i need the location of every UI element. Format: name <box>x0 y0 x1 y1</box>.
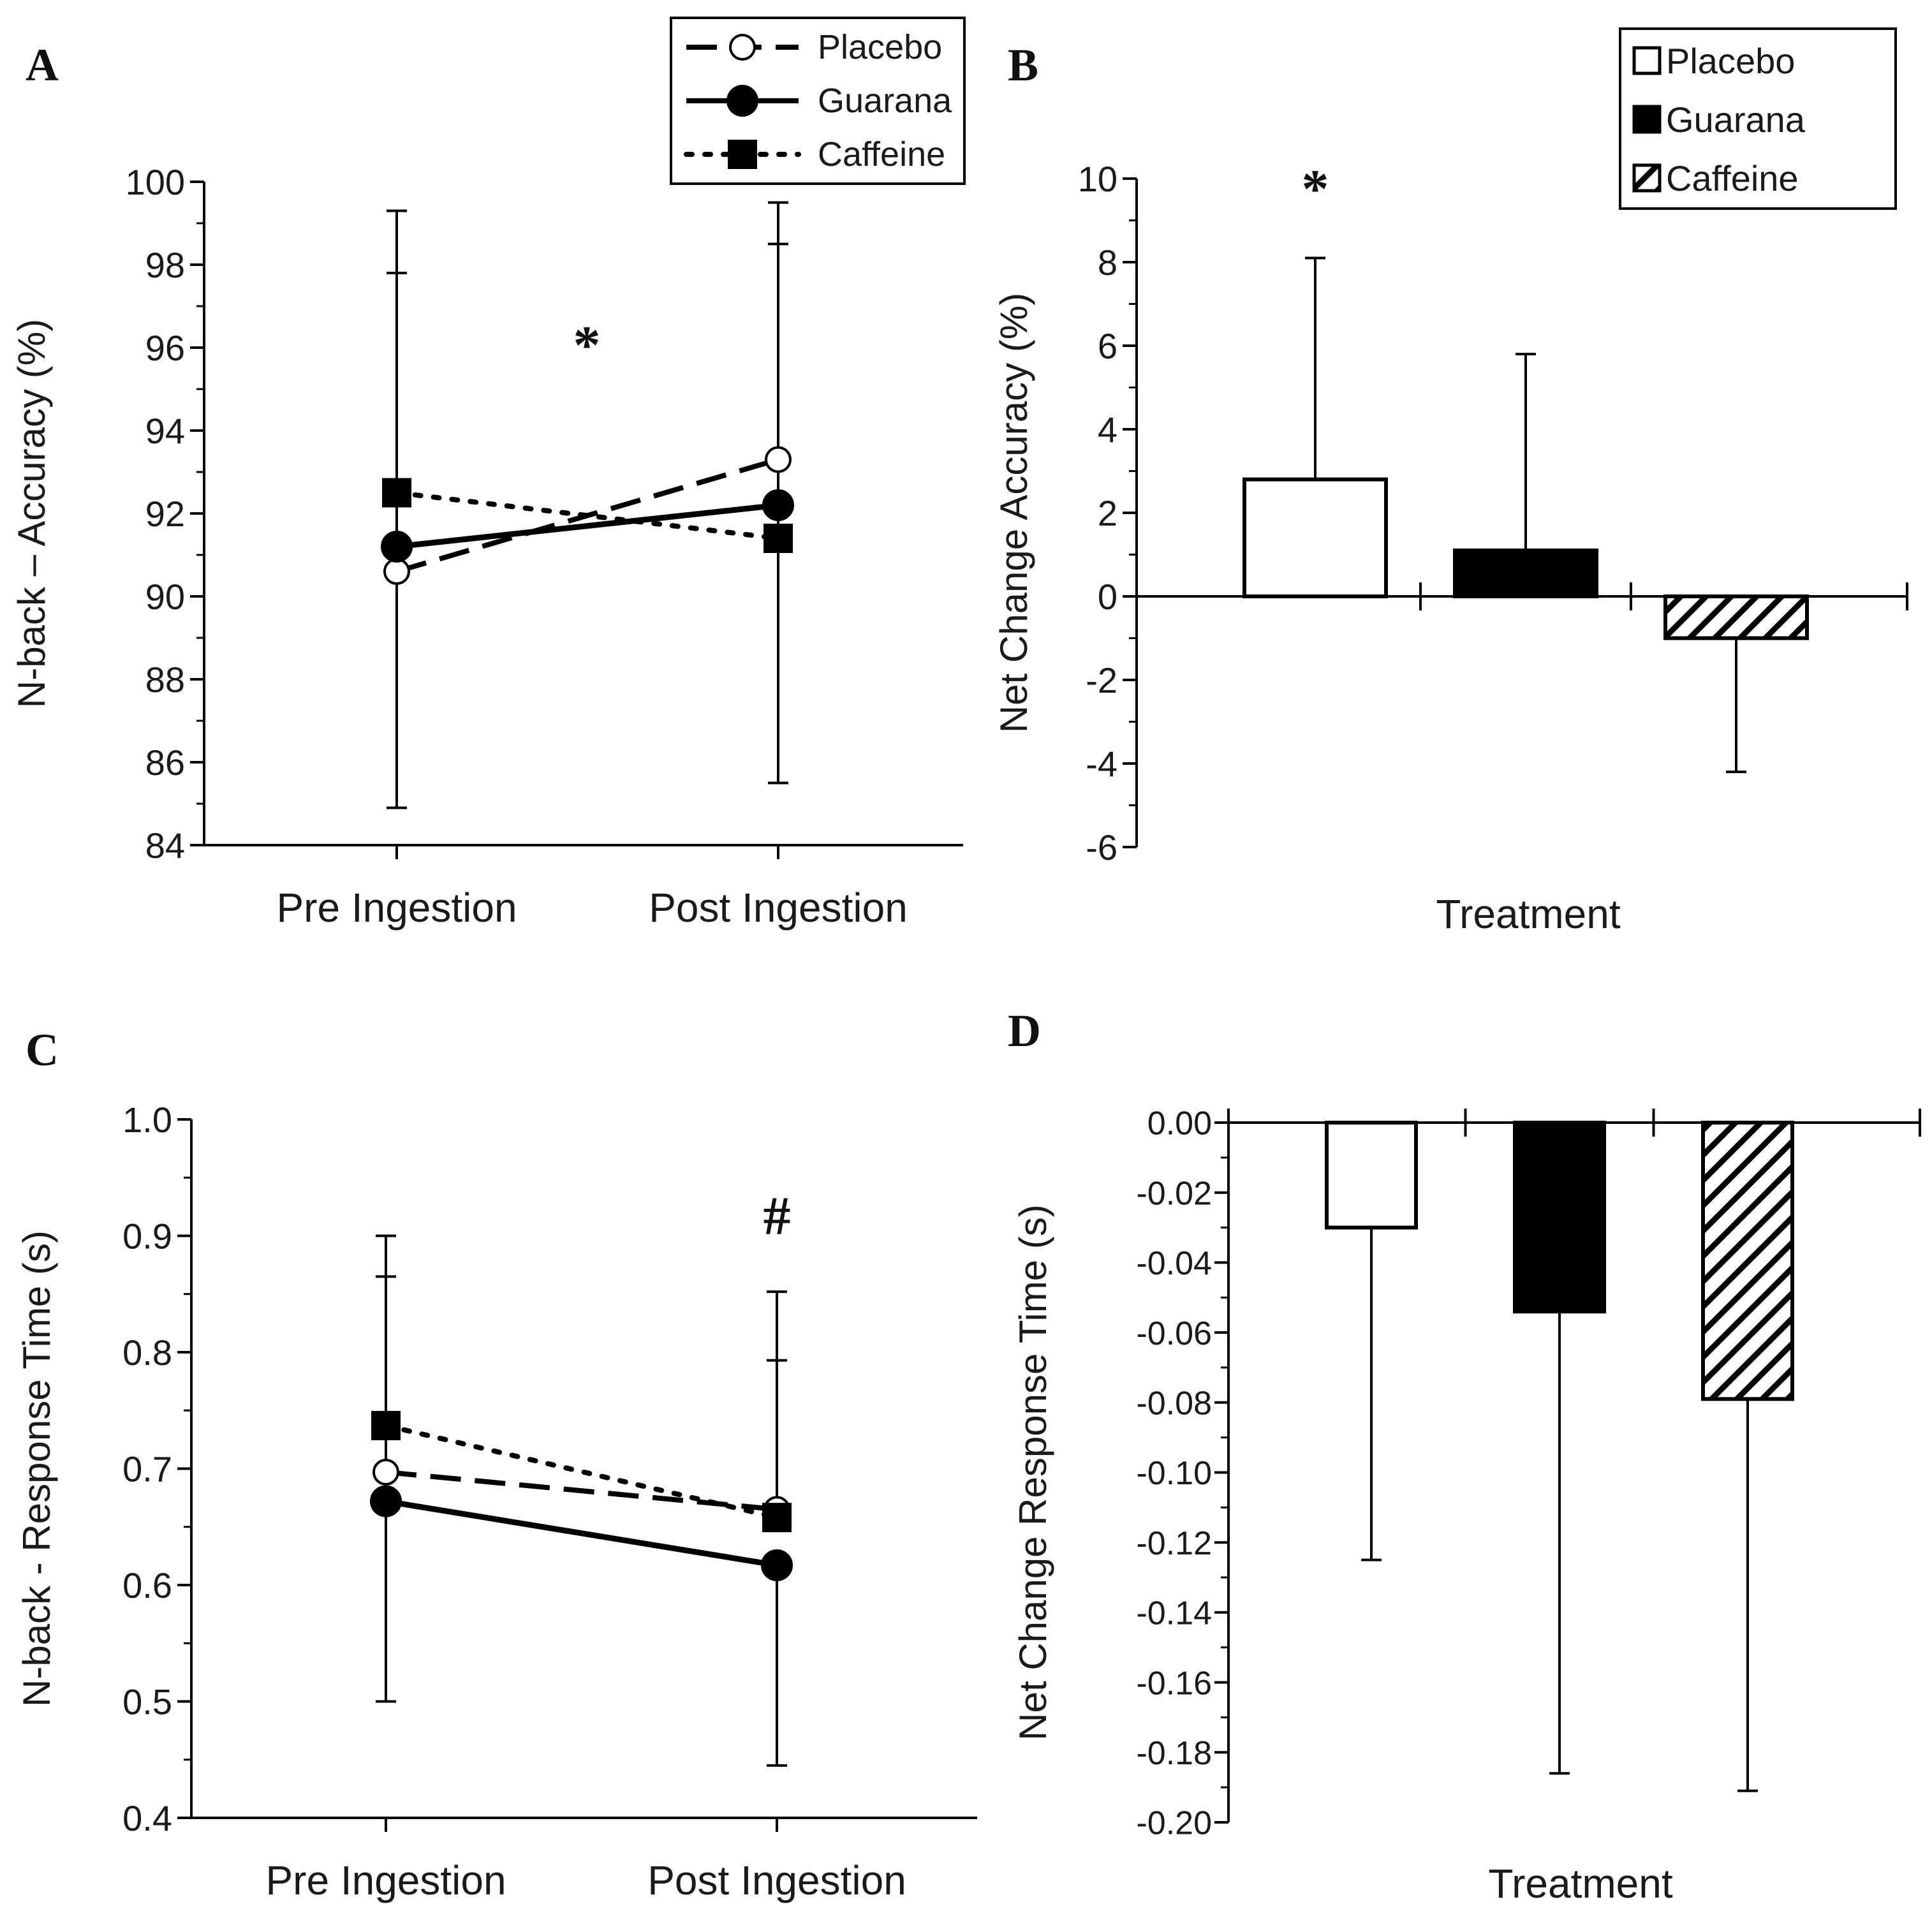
b-y-tick-label: -6 <box>1086 827 1117 867</box>
b-y-axis-label: Net Change Accuracy (%) <box>992 293 1035 733</box>
c-series-placebo-line <box>385 1469 778 1512</box>
panel-d-chart: 0.00 -0.02 -0.04 -0.06 -0.08 -0.10 -0.12 -0.14 -… <box>1012 1105 1921 1907</box>
b-y-tick-label: 4 <box>1098 409 1117 450</box>
a-marker-guarana <box>381 531 413 563</box>
d-y-tick-label: -0.12 <box>1136 1525 1212 1562</box>
a-x-tick-label: Post Ingestion <box>649 885 908 931</box>
a-y-tick-label: 94 <box>145 411 185 451</box>
c-series-caffeine-line <box>383 1422 779 1521</box>
b-legend-label-guarana: Guarana <box>1666 100 1806 140</box>
c-series-guarana-line <box>385 1498 778 1568</box>
d-y-tick-label: -0.06 <box>1136 1315 1212 1352</box>
d-y-tick-label: -0.14 <box>1136 1595 1212 1632</box>
d-y-tick-label: 0.00 <box>1147 1105 1212 1142</box>
a-legend-marker-guarana <box>726 85 758 117</box>
d-y-tick-label: -0.16 <box>1136 1665 1212 1702</box>
d-y-axis-label: Net Change Response Time (s) <box>1012 1204 1054 1740</box>
a-legend-label-guarana: Guarana <box>818 82 952 120</box>
b-bar-caffeine <box>1663 594 1809 640</box>
b-legend-swatch-placebo <box>1632 46 1662 75</box>
panel-c-chart: 0.4 0.5 0.6 0.7 0.8 0.9 1.0 N-back - Response T… <box>15 1100 977 1903</box>
panel-label-a: A <box>26 40 59 91</box>
c-marker-placebo <box>372 1458 399 1486</box>
a-y-tick-label: 88 <box>145 660 185 700</box>
c-marker-caffeine <box>762 1503 792 1533</box>
b-y-tick-label: -4 <box>1086 744 1117 784</box>
a-x-tick-label: Pre Ingestion <box>276 885 517 931</box>
d-bar-placebo <box>1325 1121 1418 1230</box>
a-y-tick-label: 86 <box>145 742 185 783</box>
c-y-tick-label: 0.8 <box>122 1332 172 1373</box>
b-y-tick-label: 0 <box>1098 577 1117 617</box>
c-marker-guarana <box>370 1485 402 1517</box>
d-x-axis-label: Treatment <box>1488 1861 1673 1907</box>
a-series-guarana-line <box>396 502 779 550</box>
a-marker-placebo <box>765 446 792 473</box>
b-y-tick-label: 6 <box>1098 326 1117 366</box>
b-y-tick-label: -2 <box>1086 660 1117 700</box>
a-legend-marker-placebo <box>729 34 756 61</box>
b-y-tick-label: 10 <box>1078 159 1117 199</box>
a-series-caffeine-line <box>394 490 781 541</box>
d-bar-guarana <box>1513 1121 1606 1314</box>
panel-label-c: C <box>26 1024 59 1075</box>
b-annotation: * <box>1302 158 1329 219</box>
c-y-tick-label: 1.0 <box>122 1100 172 1140</box>
b-legend-swatch-guarana <box>1632 105 1662 134</box>
d-y-tick-label: -0.02 <box>1136 1175 1212 1212</box>
a-y-tick-label: 90 <box>145 577 185 617</box>
a-legend-marker-caffeine <box>728 140 757 169</box>
b-bar-guarana <box>1453 548 1598 599</box>
b-legend-swatch-caffeine <box>1632 163 1662 193</box>
c-y-tick-label: 0.6 <box>122 1565 172 1605</box>
b-x-axis-label: Treatment <box>1436 891 1621 937</box>
a-legend-label-caffeine: Caffeine <box>818 135 945 173</box>
panel-label-d: D <box>1008 1005 1041 1056</box>
b-y-tick-label: 8 <box>1098 242 1117 283</box>
c-x-tick-label: Post Ingestion <box>647 1857 906 1903</box>
b-bar-placebo <box>1243 477 1388 598</box>
a-marker-guarana <box>762 489 794 521</box>
a-y-tick-label: 92 <box>145 494 185 534</box>
a-y-tick-label: 98 <box>145 245 185 285</box>
a-marker-placebo <box>383 558 410 585</box>
c-y-tick-label: 0.7 <box>122 1449 172 1489</box>
d-y-tick-label: -0.08 <box>1136 1385 1212 1422</box>
c-y-tick-label: 0.9 <box>122 1216 172 1257</box>
c-y-axis-label: N-back - Response Time (s) <box>15 1230 58 1707</box>
c-marker-guarana <box>761 1549 793 1581</box>
a-y-axis-label: N-back – Accuracy (%) <box>10 319 53 708</box>
b-legend-label-placebo: Placebo <box>1666 41 1795 81</box>
d-y-tick-label: -0.04 <box>1136 1245 1212 1282</box>
c-y-tick-label: 0.5 <box>122 1682 172 1722</box>
b-y-tick-label: 2 <box>1098 493 1117 533</box>
a-y-tick-label: 96 <box>145 328 185 368</box>
b-legend-box <box>1619 27 1897 210</box>
a-marker-caffeine <box>382 478 411 508</box>
a-legend-label-placebo: Placebo <box>818 28 942 66</box>
c-marker-caffeine <box>371 1410 401 1440</box>
a-annotation: * <box>573 314 601 376</box>
panel-label-b: B <box>1008 40 1038 91</box>
a-marker-caffeine <box>763 524 793 553</box>
b-legend-label-caffeine: Caffeine <box>1666 158 1799 198</box>
c-y-tick-label: 0.4 <box>122 1798 172 1838</box>
d-y-tick-label: -0.18 <box>1136 1735 1212 1772</box>
panel-b-chart: -6 -4 -2 0 2 4 6 8 10 Net Change Accuracy (%) Trea… <box>992 27 1908 937</box>
c-annotation: # <box>763 1185 791 1246</box>
c-x-tick-label: Pre Ingestion <box>265 1857 506 1903</box>
d-bar-caffeine <box>1701 1121 1794 1401</box>
panel-a-chart: 84 86 88 90 92 94 96 98 100 N-back – Accuracy (%)… <box>10 17 966 931</box>
a-y-tick-label: 100 <box>126 162 185 202</box>
d-y-tick-label: -0.20 <box>1136 1805 1212 1842</box>
d-y-tick-label: -0.10 <box>1136 1455 1212 1492</box>
a-y-tick-label: 84 <box>145 825 185 866</box>
